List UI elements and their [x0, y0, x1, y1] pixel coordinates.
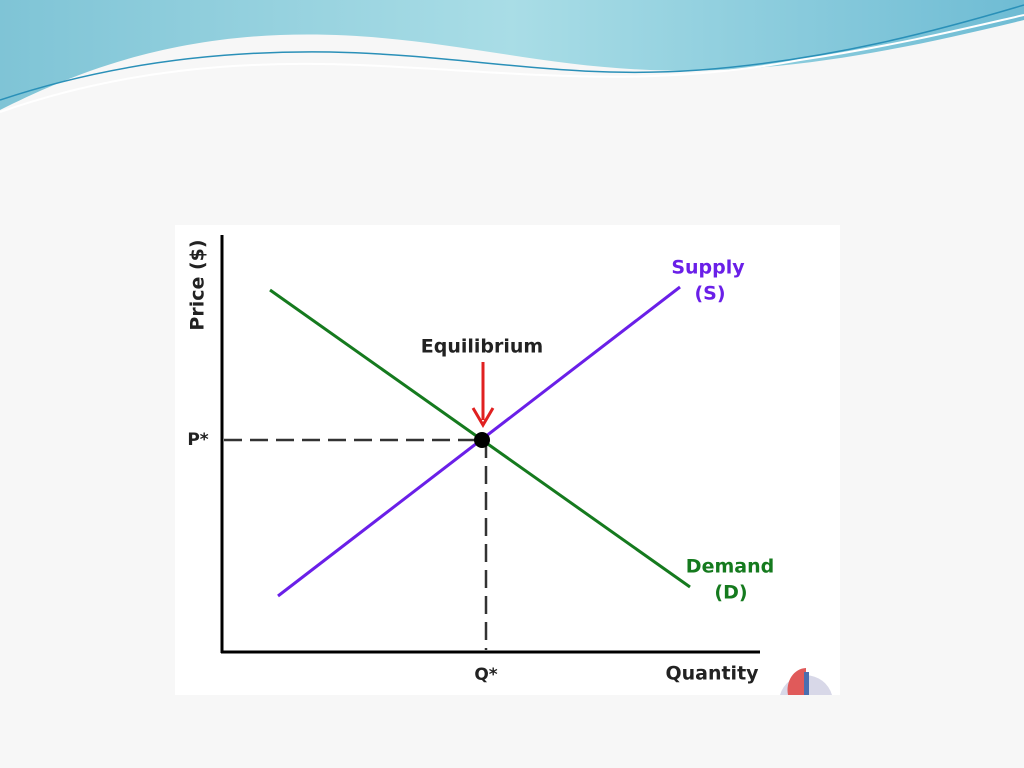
demand-symbol: (D): [714, 582, 747, 604]
equilibrium-label: Equilibrium: [421, 336, 543, 358]
header-wave-line: [0, 4, 1024, 101]
supply-label: Supply: [671, 257, 745, 279]
logo: [780, 668, 832, 695]
header-wave-line: [0, 14, 1024, 113]
header-wave: [0, 0, 1024, 110]
diagram-panel: [175, 225, 840, 695]
supply-symbol: (S): [694, 283, 725, 305]
equilibrium-arrowhead: [471, 407, 495, 428]
price-marker: P*: [187, 430, 208, 450]
quantity-marker: Q*: [474, 665, 497, 685]
y-axis-label: Price ($): [187, 239, 209, 330]
x-axis-label: Quantity: [665, 663, 759, 685]
demand-label: Demand: [686, 556, 774, 578]
equilibrium-point: [474, 432, 490, 448]
